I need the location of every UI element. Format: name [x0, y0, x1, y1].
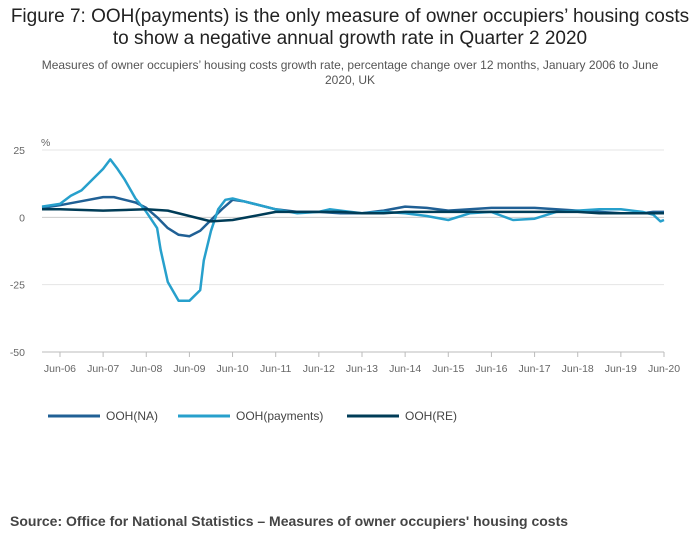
x-tick-label: Jun-16 [475, 363, 507, 375]
x-tick-label: Jun-19 [605, 363, 637, 375]
x-tick-label: Jun-07 [87, 363, 119, 375]
y-tick-label: 0 [19, 212, 25, 224]
gridlines [42, 149, 664, 353]
legend: OOH(NA) OOH(payments) OOH(RE) [48, 409, 457, 423]
x-tick-label: Jun-15 [432, 363, 464, 375]
y-axis-label: % [41, 137, 50, 149]
x-tick-label: Jun-10 [217, 363, 249, 375]
y-tick-label: -50 [10, 347, 25, 359]
x-tick-label: Jun-14 [389, 363, 421, 375]
series-line-ooh-payments [41, 158, 665, 303]
x-tick-label: Jun-18 [562, 363, 594, 375]
x-tick-label: Jun-09 [173, 363, 205, 375]
x-tick-label: Jun-11 [260, 363, 291, 375]
x-axis: Jun-06 Jun-07 Jun-08 Jun-09 Jun-10 Jun-11 Jun-… [42, 351, 680, 375]
series-lines [41, 158, 665, 303]
series-line-ooh-na [41, 195, 664, 238]
x-tick-label: Jun-17 [519, 363, 551, 375]
chart-subtitle: Measures of owner occupiers’ housing cos… [41, 58, 659, 87]
legend-label: OOH(NA) [106, 409, 158, 423]
x-tick-label: Jun-20 [648, 363, 680, 375]
x-tick-label: Jun-06 [44, 363, 76, 375]
x-tick-label: Jun-13 [346, 363, 378, 375]
legend-label: OOH(RE) [405, 409, 457, 423]
series-line-ooh-re [42, 208, 664, 223]
y-tick-label: -25 [10, 280, 25, 292]
y-axis: 25 0 -25 -50% [10, 137, 51, 359]
chart-title: Figure 7: OOH(payments) is the only meas… [10, 6, 690, 49]
x-tick-label: Jun-08 [130, 363, 162, 375]
x-tick-label: Jun-12 [303, 363, 335, 375]
source-note: Source: Office for National Statistics –… [10, 513, 569, 529]
y-tick-label: 25 [13, 145, 25, 157]
legend-label: OOH(payments) [236, 409, 323, 423]
